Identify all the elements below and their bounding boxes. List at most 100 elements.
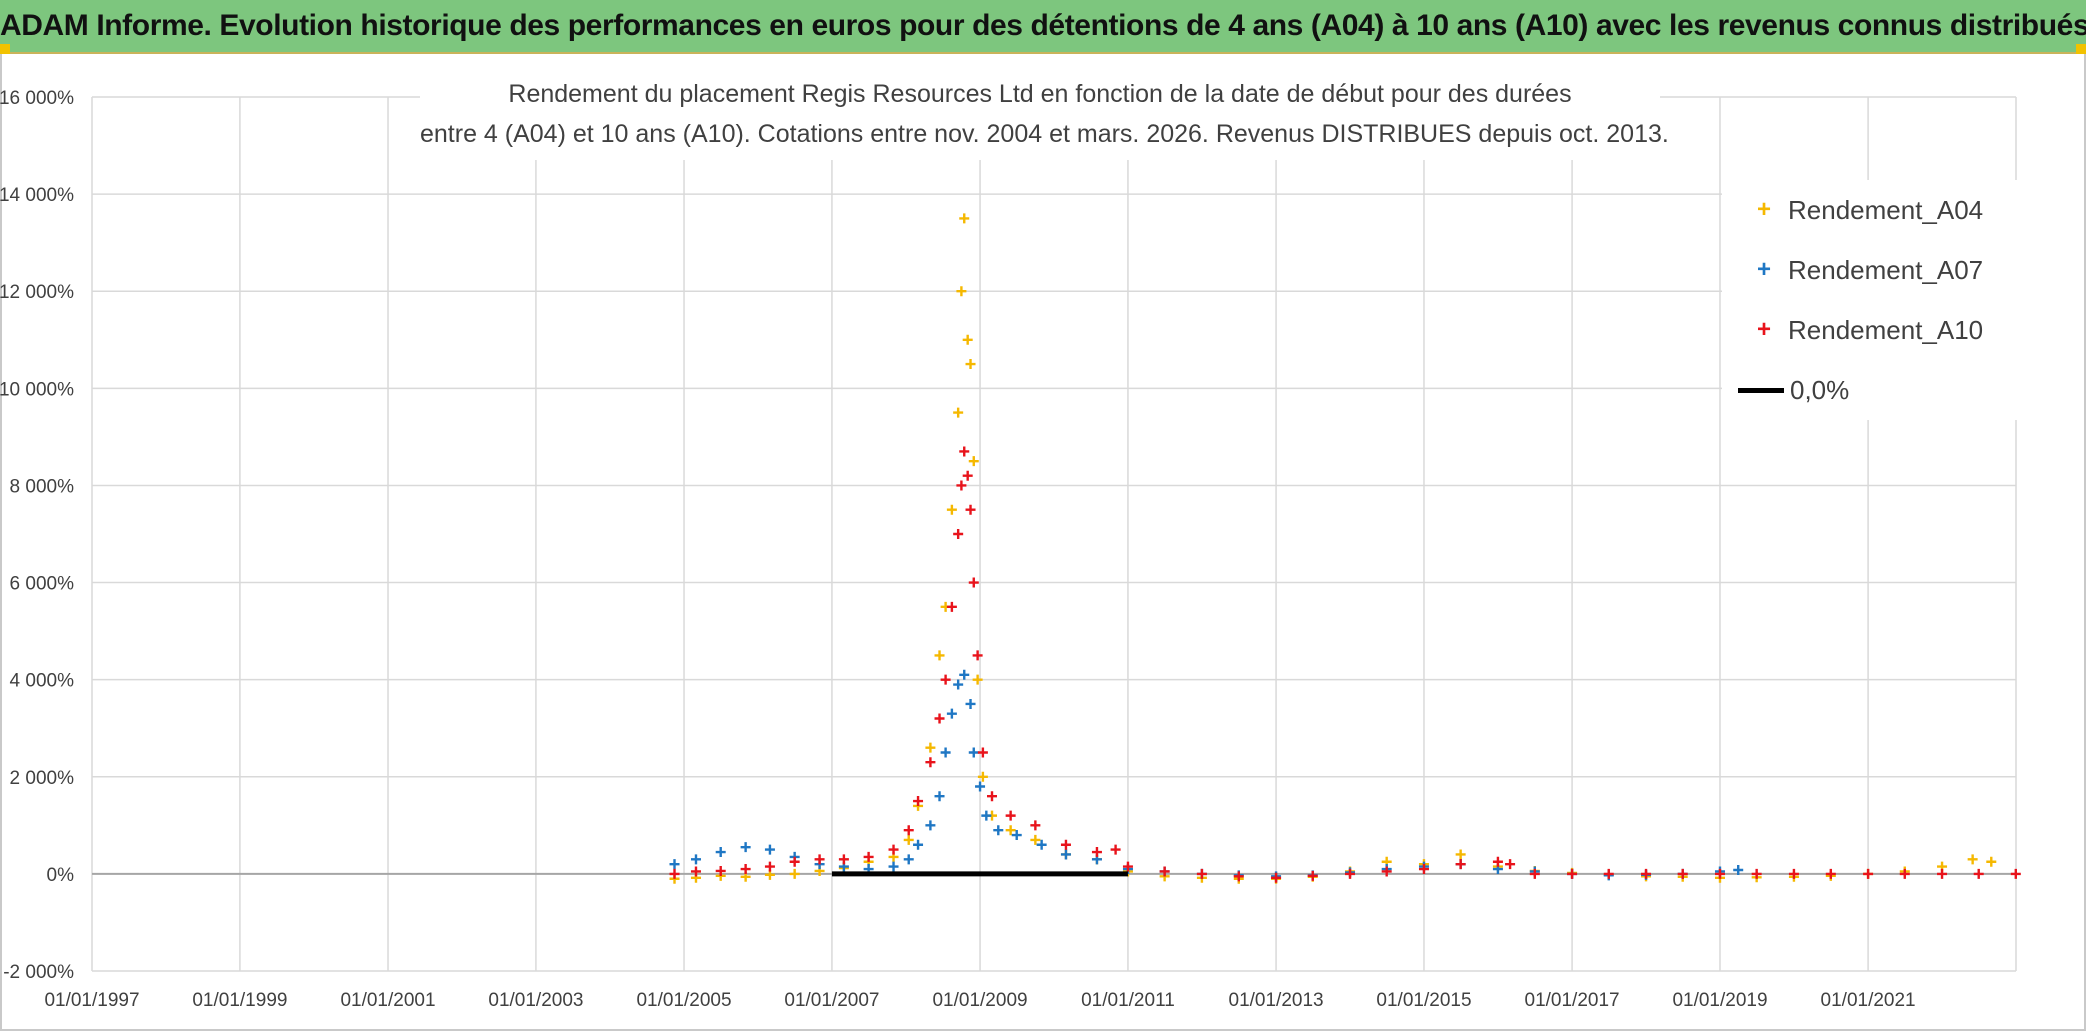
data-point [956, 480, 967, 491]
data-point [940, 674, 951, 685]
chart-title-line-2: entre 4 (A04) et 10 ans (A10). Cotations… [420, 120, 1669, 148]
data-point [903, 854, 914, 865]
data-point [1733, 865, 1744, 876]
data-point [1986, 856, 1997, 867]
data-point [789, 868, 800, 879]
data-point [946, 504, 957, 515]
data-point [925, 757, 936, 768]
data-point [962, 334, 973, 345]
x-tick-label: 01/01/2015 [1376, 990, 1471, 1011]
x-tick-label: 01/01/2017 [1525, 990, 1620, 1011]
data-point [972, 674, 983, 685]
data-point [1492, 856, 1503, 867]
legend-label: Rendement_A07 [1788, 255, 1984, 285]
data-point [953, 407, 964, 418]
data-point [956, 286, 967, 297]
data-point [764, 844, 775, 855]
y-axis: -2 000% 0% 2 000% 4 000% 6 000% 8 000% 10 000%… [0, 88, 74, 983]
data-point [1825, 868, 1836, 879]
data-point [1788, 868, 1799, 879]
data-point [1060, 839, 1071, 850]
x-tick-label: 01/01/1999 [192, 990, 287, 1011]
data-point [972, 650, 983, 661]
data-point [925, 742, 936, 753]
data-point [1233, 871, 1244, 882]
data-point [1030, 820, 1041, 831]
y-tick-label: 14 000% [0, 185, 74, 206]
data-point [1060, 849, 1071, 860]
data-point [987, 791, 998, 802]
data-point [669, 859, 680, 870]
y-tick-label: 2 000% [10, 768, 75, 789]
data-point [1505, 859, 1516, 870]
y-tick-label: 4 000% [10, 671, 75, 692]
data-point [1973, 868, 1984, 879]
x-tick-label: 01/01/2013 [1229, 990, 1324, 1011]
data-point [1714, 868, 1725, 879]
legend-item-zero: 0,0% [1722, 370, 2018, 410]
data-point [1091, 847, 1102, 858]
data-point [959, 669, 970, 680]
legend: + Rendement_A04 + Rendement_A07 + Rendem… [1722, 180, 2018, 420]
data-point [1036, 839, 1047, 850]
data-point [1196, 868, 1207, 879]
y-tick-label: 10 000% [0, 379, 74, 400]
x-tick-label: 01/01/2009 [932, 990, 1027, 1011]
data-point [977, 771, 988, 782]
data-point [953, 529, 964, 539]
data-point [968, 747, 979, 758]
data-point [690, 866, 701, 877]
data-point [1159, 866, 1170, 877]
data-point [993, 825, 1004, 836]
data-point [913, 796, 924, 807]
data-point [1567, 868, 1578, 879]
data-point [968, 577, 979, 588]
data-point [888, 844, 899, 855]
data-point [1030, 834, 1041, 845]
x-tick-label: 01/01/2003 [488, 990, 583, 1011]
data-point [888, 861, 899, 872]
data-point [715, 865, 726, 876]
x-tick-label: 01/01/2019 [1672, 990, 1767, 1011]
data-point [2010, 868, 2021, 879]
legend-item-a07: + Rendement_A07 [1722, 250, 2018, 290]
x-tick-label: 01/01/1997 [44, 990, 139, 1011]
chart: -2 000% 0% 2 000% 4 000% 6 000% 8 000% 10 000%… [0, 88, 2021, 1011]
y-tick-label: 16 000% [0, 88, 74, 109]
data-point [953, 679, 964, 690]
corner-accent-left [0, 44, 10, 54]
data-point [903, 825, 914, 836]
plus-marker-icon: + [1756, 196, 1771, 223]
legend-label: Rendement_A10 [1788, 315, 1984, 345]
data-point [1603, 868, 1614, 879]
plus-marker-icon: + [1756, 316, 1771, 343]
data-point [1455, 859, 1466, 870]
data-point [1751, 868, 1762, 879]
data-point [913, 839, 924, 850]
chart-title-line-1: Rendement du placement Regis Resources L… [508, 80, 1572, 108]
data-point [814, 854, 825, 865]
data-point [1271, 872, 1282, 883]
legend-item-a04: + Rendement_A04 [1722, 190, 2018, 230]
data-point [981, 810, 992, 821]
data-point [959, 213, 970, 224]
data-point [1345, 868, 1356, 879]
data-point [1863, 868, 1874, 879]
data-point [965, 698, 976, 709]
page-title: ADAM Informe. Evolution historique des p… [0, 9, 2086, 42]
data-point [940, 747, 951, 758]
corner-accent-right [2076, 44, 2086, 54]
data-point [946, 601, 957, 612]
data-point [968, 456, 979, 467]
legend-label: 0,0% [1790, 375, 1850, 405]
legend-item-a10: + Rendement_A10 [1722, 310, 2018, 350]
chart-title: Rendement du placement Regis Resources L… [420, 78, 1669, 160]
x-tick-label: 01/01/2001 [340, 990, 435, 1011]
data-point [903, 834, 914, 845]
header-banner: ADAM Informe. Evolution historique des p… [0, 0, 2086, 54]
data-point [925, 820, 936, 831]
x-axis: 01/01/1997 01/01/1999 01/01/2001 01/01/2003… [44, 990, 1915, 1011]
data-point [934, 650, 945, 661]
x-tick-label: 01/01/2005 [636, 990, 731, 1011]
y-tick-label: 12 000% [0, 282, 74, 303]
